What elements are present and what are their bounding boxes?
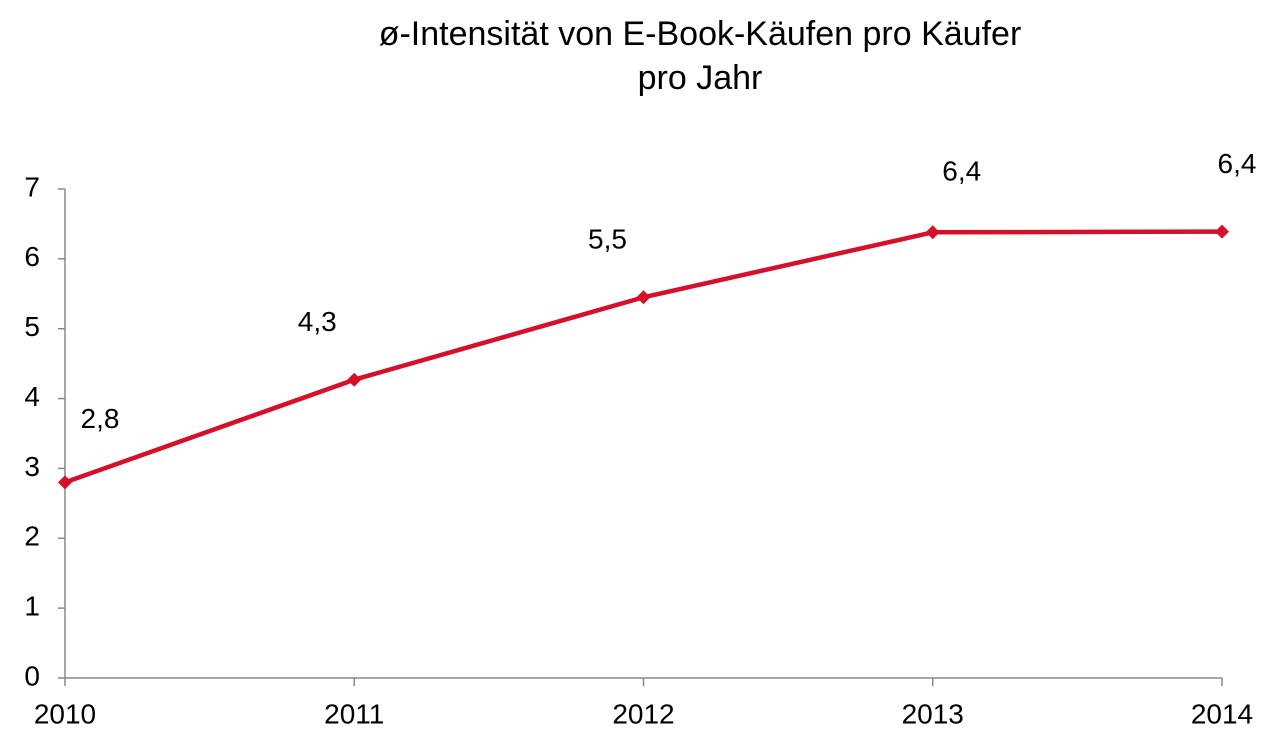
y-tick-label: 4 <box>24 381 40 412</box>
x-tick-label: 2011 <box>324 698 384 729</box>
chart-title: pro Jahr <box>638 59 763 97</box>
x-tick-label: 2010 <box>34 698 96 729</box>
data-marker <box>58 475 72 490</box>
data-marker <box>925 225 940 240</box>
data-label: 5,5 <box>588 224 627 255</box>
x-tick-label: 2012 <box>612 698 674 729</box>
x-tick-label: 2014 <box>1191 698 1253 729</box>
y-tick-label: 6 <box>24 241 40 272</box>
data-marker <box>347 372 362 387</box>
y-tick-label: 0 <box>24 660 40 691</box>
data-label: 6,4 <box>1218 148 1257 179</box>
data-marker <box>1215 224 1229 239</box>
data-marker <box>636 290 651 305</box>
data-label: 6,4 <box>942 156 981 187</box>
data-label: 2,8 <box>81 403 120 434</box>
y-tick-label: 7 <box>24 171 40 202</box>
y-tick-label: 5 <box>24 311 40 342</box>
y-tick-label: 3 <box>24 451 40 482</box>
x-tick-label: 2013 <box>902 698 964 729</box>
chart-title: ø-Intensität von E-Book-Käufen pro Käufe… <box>379 15 1022 53</box>
data-label: 4,3 <box>298 306 337 337</box>
y-tick-label: 2 <box>24 521 40 552</box>
data-line <box>64 229 1223 485</box>
y-tick-label: 1 <box>24 591 40 622</box>
